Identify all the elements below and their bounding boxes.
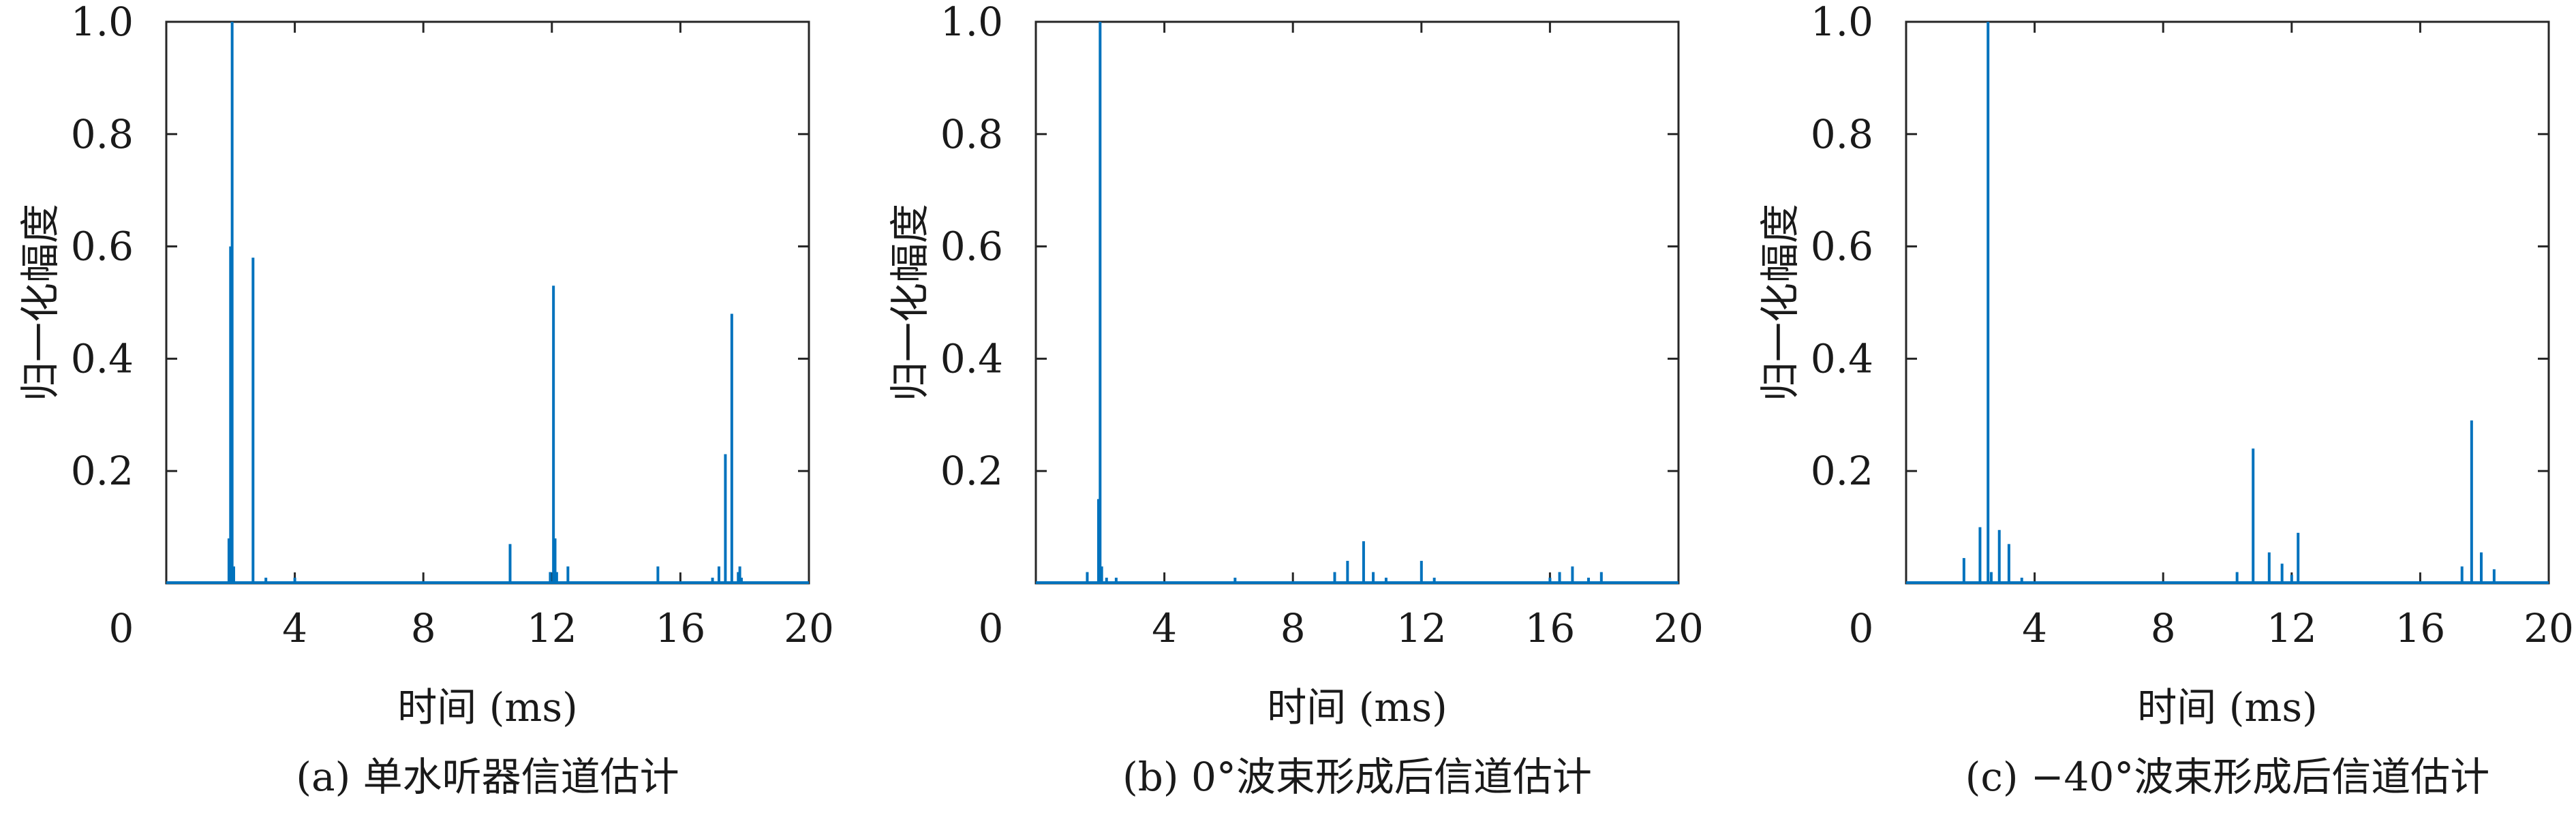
panel-caption: (b) 0°波束形成后信道估计 <box>1122 754 1592 800</box>
y-tick-label: 1.0 <box>940 0 1003 45</box>
x-tick-label: 16 <box>1524 605 1575 651</box>
x-tick-label: 4 <box>1152 605 1177 651</box>
y-tick-label: 0.8 <box>940 111 1003 157</box>
plot-frame <box>1905 20 2550 585</box>
y-tick-label: 1.0 <box>1811 0 1873 45</box>
plot-frame <box>165 20 810 585</box>
x-axis-label: 时间 (ms) <box>397 684 577 731</box>
x-tick-label: 12 <box>527 605 577 651</box>
y-axis-label: 归一化幅度 <box>1757 204 1803 401</box>
y-tick-label: 0.8 <box>71 111 134 157</box>
x-tick-label: 12 <box>2267 605 2317 651</box>
x-tick-label: 20 <box>784 605 834 651</box>
x-axis-label: 时间 (ms) <box>1267 684 1447 731</box>
y-tick-label: 0.6 <box>71 224 134 270</box>
panel-caption: (c) −40°波束形成后信道估计 <box>1965 754 2490 800</box>
y-tick-label: 0.2 <box>940 448 1003 494</box>
y-tick-label: 0.4 <box>71 335 134 382</box>
y-tick-label: 0.4 <box>1811 335 1873 382</box>
y-tick-label: 0.6 <box>940 224 1003 270</box>
x-tick-label: 0 <box>979 605 1004 651</box>
chart-panel-c: 0 4 8 12 16 20 0.2 0.4 0.6 0.8 1.0 时间 (ms) 归一化幅度 (c) … <box>1757 0 2574 800</box>
x-tick-label: 12 <box>1396 605 1447 651</box>
y-tick-label: 0.6 <box>1811 224 1873 270</box>
chart-panel-b: 0 4 8 12 16 20 0.2 0.4 0.6 0.8 1.0 时间 (ms) 归一化幅度 (b) … <box>887 0 1704 800</box>
panel-caption: (a) 单水听器信道估计 <box>296 754 679 800</box>
y-axis-label: 归一化幅度 <box>887 204 933 401</box>
plot-frame <box>1034 20 1680 585</box>
y-axis-label: 归一化幅度 <box>17 204 63 401</box>
x-tick-label: 0 <box>1849 605 1874 651</box>
x-tick-label: 4 <box>282 605 307 651</box>
y-tick-label: 0.2 <box>1811 448 1873 494</box>
x-axis-label: 时间 (ms) <box>2137 684 2317 731</box>
chart-panel-a: 0 4 8 12 16 20 0.2 0.4 0.6 0.8 1.0 时间 (ms) 归一化幅度 (a) … <box>17 0 834 800</box>
x-tick-label: 8 <box>2151 605 2176 651</box>
y-tick-label: 1.0 <box>71 0 134 45</box>
y-tick-label: 0.2 <box>71 448 134 494</box>
x-tick-label: 4 <box>2022 605 2047 651</box>
x-tick-label: 16 <box>655 605 705 651</box>
y-tick-label: 0.8 <box>1811 111 1873 157</box>
y-tick-label: 0.4 <box>940 335 1003 382</box>
x-tick-label: 8 <box>1281 605 1306 651</box>
x-tick-label: 0 <box>109 605 134 651</box>
x-tick-label: 20 <box>2524 605 2574 651</box>
x-tick-label: 20 <box>1653 605 1704 651</box>
x-tick-label: 16 <box>2395 605 2445 651</box>
x-tick-label: 8 <box>411 605 436 651</box>
